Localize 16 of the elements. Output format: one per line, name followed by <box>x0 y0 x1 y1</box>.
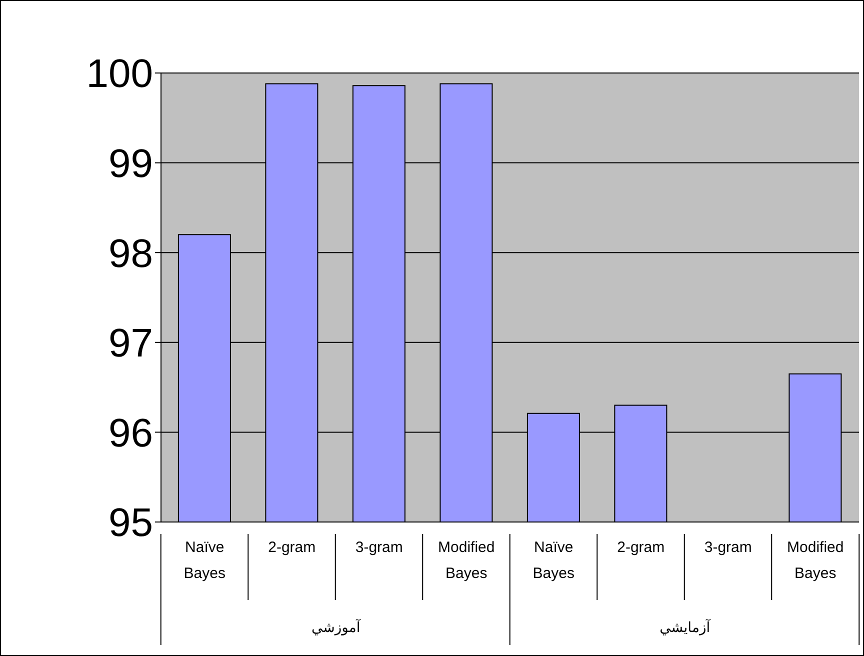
x-tick-label: Modified Bayes <box>438 539 495 582</box>
x-tick-label: 2-gram <box>617 539 665 556</box>
x-tick-label: Naïve Bayes <box>532 539 574 582</box>
y-tick-label: 95 <box>108 501 153 546</box>
x-tick-label: 2-gram <box>268 539 316 556</box>
x-tick-label: Naïve Bayes <box>184 539 226 582</box>
x-tick-label: 3-gram <box>704 539 752 556</box>
y-tick-label: 100 <box>86 52 153 96</box>
y-tick-label: 96 <box>108 411 153 456</box>
text: آزمايشي <box>660 618 712 636</box>
text: آموزشي <box>311 618 362 636</box>
y-tick-label: 99 <box>108 142 153 186</box>
y-tick-label: 97 <box>108 322 153 366</box>
x-tick-label: 3-gram <box>355 539 403 556</box>
y-tick-label: 98 <box>108 232 153 276</box>
x-tick-label: Modified Bayes <box>787 539 844 582</box>
